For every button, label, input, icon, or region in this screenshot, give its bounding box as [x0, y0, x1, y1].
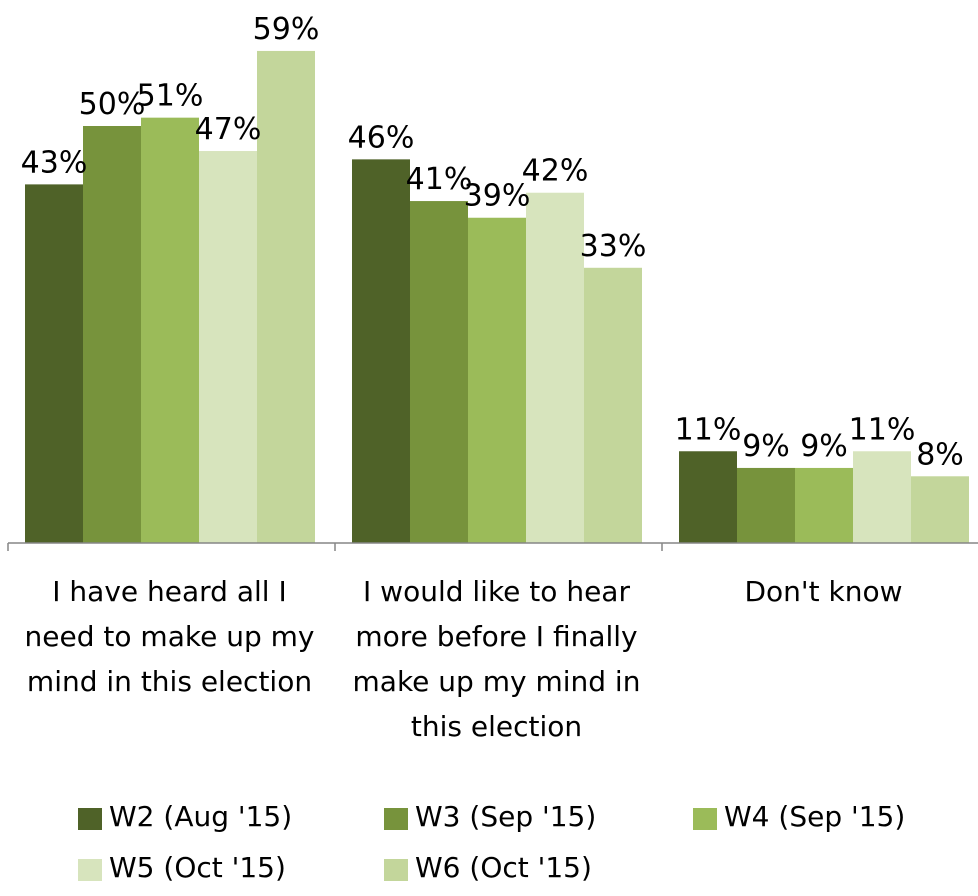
bar-1-3	[141, 117, 199, 543]
category-label-2-line-4: this election	[411, 710, 582, 743]
legend: W2 (Aug '15) W3 (Sep '15) W4 (Sep '15) W5 (…	[78, 800, 905, 884]
legend-label-5: W6 (Oct '15)	[415, 851, 592, 884]
bar-3-3	[795, 467, 853, 543]
bar-2-3	[468, 217, 526, 544]
bar-1-1	[25, 184, 83, 543]
legend-swatch-3	[693, 808, 717, 830]
bar-2-4	[526, 192, 584, 543]
data-label-2-2: 41%	[406, 162, 473, 197]
bar-3-5	[911, 476, 969, 543]
legend-swatch-1	[78, 808, 102, 830]
data-label-1-1: 43%	[21, 145, 88, 180]
data-label-2-3: 39%	[464, 179, 531, 214]
data-label-2-5: 33%	[580, 229, 647, 264]
bar-2-5	[584, 267, 642, 543]
data-label-1-3: 51%	[137, 79, 204, 114]
legend-label-2: W3 (Sep '15)	[415, 800, 596, 833]
bar-1-4	[199, 151, 257, 543]
data-label-3-4: 11%	[849, 412, 916, 447]
legend-label-4: W5 (Oct '15)	[109, 851, 286, 884]
category-label-2-line-1: I would like to hear	[363, 575, 630, 608]
category-label-3-line-1: Don't know	[744, 575, 902, 608]
data-label-3-5: 8%	[916, 437, 964, 472]
category-label-1-line-3: mind in this election	[27, 665, 312, 698]
legend-label-3: W4 (Sep '15)	[724, 800, 905, 833]
legend-swatch-2	[384, 808, 408, 830]
category-label-1-line-2: need to make up my	[25, 620, 315, 653]
data-label-3-1: 11%	[675, 412, 742, 447]
x-axis	[7, 542, 978, 551]
legend-swatch-4	[78, 859, 102, 881]
bars-layer	[25, 50, 969, 544]
bar-3-4	[853, 451, 911, 543]
category-label-2-line-2: more before I finally	[355, 620, 637, 653]
data-label-1-5: 59%	[253, 12, 320, 47]
bar-1-5	[257, 50, 315, 543]
data-label-3-2: 9%	[742, 429, 790, 464]
data-label-2-1: 46%	[348, 120, 415, 155]
category-labels-layer: I have heard all I need to make up my mind…	[25, 575, 903, 743]
bar-2-2	[410, 201, 468, 543]
bar-1-2	[83, 126, 141, 543]
legend-swatch-5	[384, 859, 408, 881]
data-label-1-4: 47%	[195, 112, 262, 147]
bar-3-2	[737, 467, 795, 543]
data-label-1-2: 50%	[79, 87, 146, 122]
legend-label-1: W2 (Aug '15)	[109, 800, 292, 833]
bar-2-1	[352, 159, 410, 544]
bar-3-1	[679, 451, 737, 543]
data-label-3-3: 9%	[800, 429, 848, 464]
category-label-2-line-3: make up my mind in	[353, 665, 641, 698]
category-label-1-line-1: I have heard all I	[52, 575, 286, 608]
data-labels-layer: 43%50%51%47%59%46%41%39%42%33%11% 9% 9% 11%…	[21, 12, 964, 472]
data-label-2-4: 42%	[522, 154, 589, 189]
